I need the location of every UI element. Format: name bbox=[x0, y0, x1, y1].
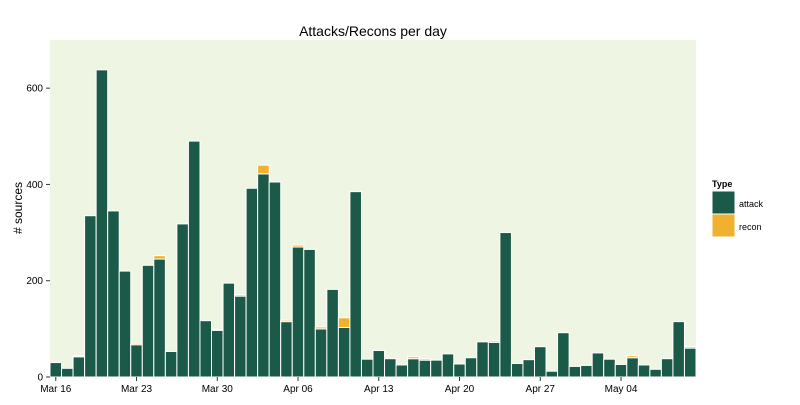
bar-attack-53 bbox=[660, 358, 674, 378]
bar-attack-30 bbox=[395, 364, 409, 378]
legend-label-attack: attack bbox=[739, 199, 764, 209]
bar-attack-28 bbox=[372, 350, 386, 378]
legend-label-recon: recon bbox=[739, 222, 762, 232]
bar-attack-24 bbox=[326, 288, 339, 378]
x-tick-label: May 04 bbox=[605, 384, 638, 395]
bar-attack-12 bbox=[187, 140, 201, 378]
bar-attack-36 bbox=[464, 357, 478, 378]
bar-attack-19 bbox=[268, 181, 282, 378]
bar-recon-14 bbox=[211, 328, 224, 331]
bar-attack-40 bbox=[510, 363, 524, 378]
y-tick-label: 0 bbox=[37, 373, 43, 384]
bar-attack-29 bbox=[384, 358, 397, 378]
bar-attack-15 bbox=[222, 282, 236, 378]
bar-attack-39 bbox=[499, 232, 512, 378]
bar-recon-18 bbox=[257, 164, 270, 175]
legend-swatch-attack bbox=[711, 190, 736, 215]
bar-attack-46 bbox=[580, 364, 593, 378]
bar-attack-20 bbox=[280, 321, 293, 378]
bar-attack-38 bbox=[487, 341, 501, 378]
bar-recon-38 bbox=[487, 340, 501, 343]
bar-attack-11 bbox=[176, 223, 189, 378]
bar-attack-33 bbox=[430, 359, 443, 378]
y-tick-label: 600 bbox=[26, 84, 43, 95]
legend: Type attack recon bbox=[711, 179, 764, 238]
bar-attack-49 bbox=[614, 363, 628, 378]
bar-attack-25 bbox=[337, 326, 351, 378]
legend-swatch-recon bbox=[711, 213, 736, 238]
bar-recon-55 bbox=[683, 346, 697, 349]
bar-attack-23 bbox=[314, 328, 328, 378]
bar-attack-32 bbox=[418, 359, 432, 378]
bar-attack-3 bbox=[84, 215, 97, 378]
x-tick-label: Apr 27 bbox=[526, 384, 556, 395]
y-axis: 0 200 400 600 bbox=[26, 84, 50, 384]
y-axis-label: # sources bbox=[11, 182, 25, 234]
bar-attack-45 bbox=[568, 365, 582, 378]
bar-recon-32 bbox=[418, 358, 432, 361]
x-tick-label: Apr 20 bbox=[445, 384, 475, 395]
bar-attack-55 bbox=[683, 347, 697, 378]
bar-attack-21 bbox=[291, 246, 305, 378]
bar-recon-25 bbox=[337, 317, 351, 328]
bar-recon-9 bbox=[153, 255, 166, 260]
bar-attack-42 bbox=[534, 346, 547, 378]
bar-attack-37 bbox=[476, 341, 489, 378]
bar-attack-35 bbox=[453, 363, 466, 378]
bar-attack-6 bbox=[118, 270, 132, 378]
x-tick-label: Apr 13 bbox=[364, 384, 394, 395]
bar-attack-8 bbox=[141, 264, 155, 378]
bar-attack-0 bbox=[49, 362, 63, 378]
bar-attack-51 bbox=[637, 364, 651, 378]
bar-attack-9 bbox=[153, 258, 166, 378]
bar-attack-1 bbox=[61, 367, 74, 378]
bar-attack-27 bbox=[360, 358, 374, 378]
bar-attack-17 bbox=[245, 187, 259, 378]
bar-attack-5 bbox=[107, 210, 120, 378]
bar-attack-10 bbox=[164, 350, 178, 378]
bar-recon-23 bbox=[314, 326, 328, 330]
bar-attack-54 bbox=[672, 321, 685, 378]
bar-attack-34 bbox=[441, 353, 455, 378]
bar-attack-7 bbox=[130, 344, 143, 378]
bar-recon-50 bbox=[626, 355, 639, 359]
bar-recon-16 bbox=[234, 294, 247, 297]
bar-attack-41 bbox=[522, 359, 536, 378]
bars-group bbox=[49, 69, 697, 378]
x-tick-label: Mar 23 bbox=[121, 384, 153, 395]
bar-attack-31 bbox=[407, 358, 420, 378]
x-tick-label: Apr 06 bbox=[283, 384, 313, 395]
bar-attack-2 bbox=[72, 356, 86, 378]
y-tick-label: 400 bbox=[26, 180, 43, 191]
bar-recon-21 bbox=[291, 244, 305, 248]
bar-attack-13 bbox=[199, 320, 213, 378]
bar-attack-18 bbox=[257, 173, 270, 378]
bar-attack-47 bbox=[591, 352, 605, 378]
bar-attack-52 bbox=[649, 368, 662, 378]
bar-attack-4 bbox=[95, 69, 109, 378]
bar-recon-7 bbox=[130, 342, 143, 346]
bar-attack-16 bbox=[234, 295, 247, 378]
bar-attack-14 bbox=[211, 329, 224, 378]
bar-recon-20 bbox=[280, 319, 293, 323]
bar-recon-31 bbox=[407, 356, 420, 360]
bar-attack-43 bbox=[545, 370, 559, 378]
bar-attack-22 bbox=[303, 248, 316, 378]
legend-title: Type bbox=[712, 179, 732, 189]
bar-attack-48 bbox=[603, 358, 616, 378]
chart-title: Attacks/Recons per day bbox=[299, 23, 447, 39]
bar-recon-2 bbox=[72, 355, 86, 358]
bar-attack-50 bbox=[626, 357, 639, 378]
x-tick-label: Mar 16 bbox=[40, 384, 72, 395]
y-tick-label: 200 bbox=[26, 276, 43, 287]
bar-attack-44 bbox=[557, 332, 570, 378]
bar-attack-26 bbox=[349, 191, 362, 378]
x-tick-label: Mar 30 bbox=[202, 384, 234, 395]
x-axis: Mar 16 Mar 23 Mar 30 Apr 06 Apr 13 Apr 20 Apr … bbox=[40, 377, 638, 395]
